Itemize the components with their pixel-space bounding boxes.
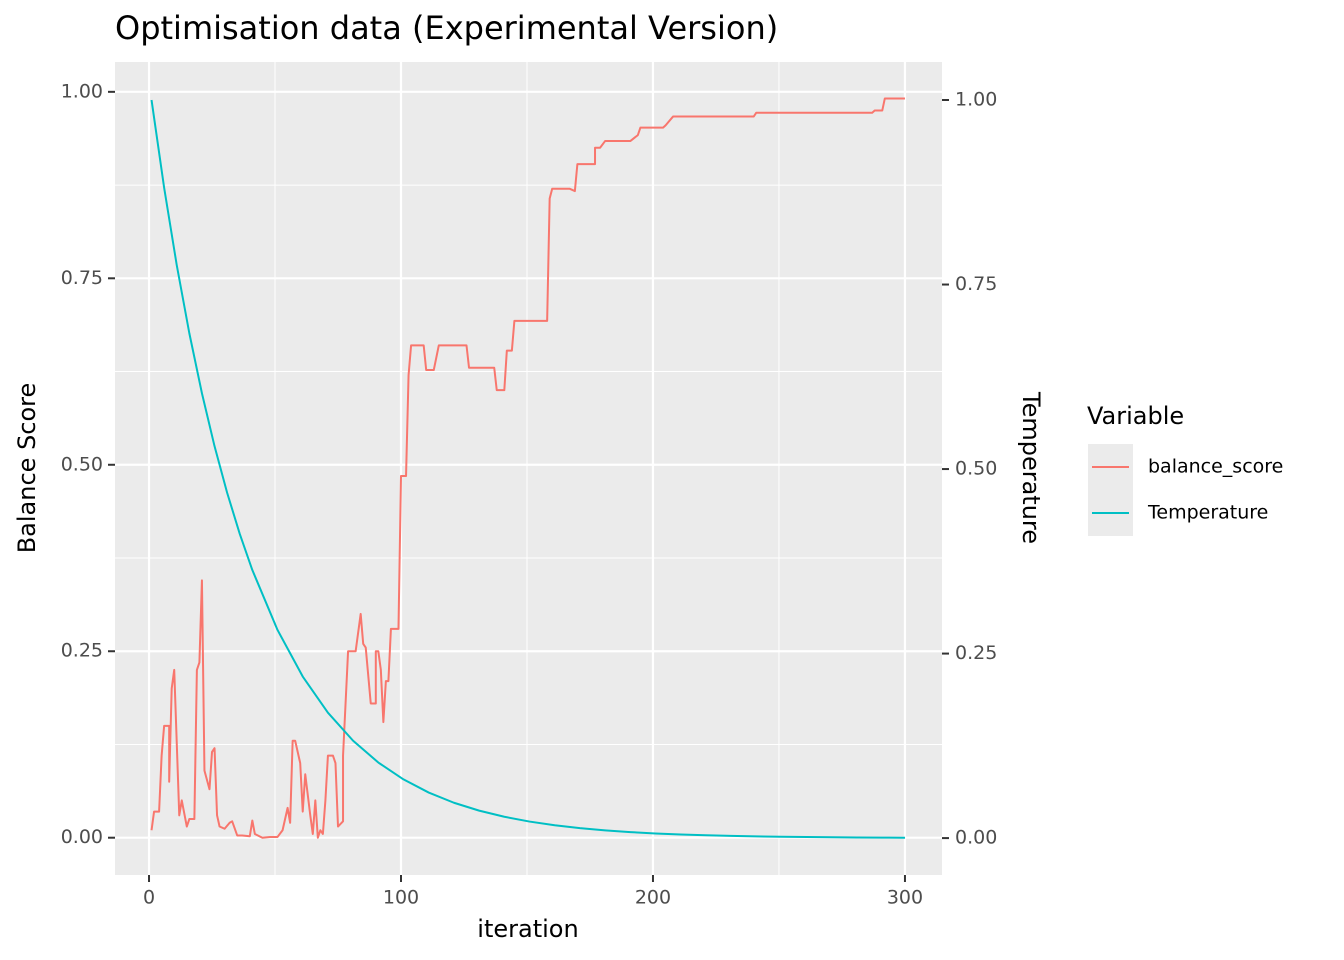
legend-title: Variable — [1087, 402, 1184, 430]
y-tick-label: 0.25 — [61, 640, 103, 662]
y2-tick-label: 0.75 — [955, 273, 997, 295]
y2-tick-label: 0.25 — [955, 642, 997, 664]
y2-tick-label: 0.00 — [955, 827, 997, 849]
y2-axis-title: Temperature — [1017, 391, 1045, 544]
y2-tick-label: 1.00 — [955, 89, 997, 111]
y-tick-label: 0.50 — [61, 453, 103, 475]
x-tick-label: 100 — [383, 887, 419, 909]
y2-tick-label: 0.50 — [955, 458, 997, 480]
chart-title: Optimisation data (Experimental Version) — [115, 9, 778, 47]
x-tick-label: 200 — [635, 887, 671, 909]
y-tick-label: 0.75 — [61, 267, 103, 289]
series-line — [150, 97, 905, 839]
x-tick-label: 300 — [887, 887, 923, 909]
y-tick-label: 1.00 — [61, 80, 103, 102]
series-line — [150, 99, 905, 839]
y-tick-label: 0.00 — [61, 826, 103, 848]
y-axis-title: Balance Score — [13, 383, 41, 554]
legend-label: balance_score — [1148, 456, 1283, 478]
legend-label: Temperature — [1147, 502, 1268, 524]
x-tick-label: 0 — [143, 887, 155, 909]
legend-key-background — [1088, 444, 1133, 536]
panel — [115, 62, 942, 875]
x-axis-title: iteration — [477, 915, 578, 943]
